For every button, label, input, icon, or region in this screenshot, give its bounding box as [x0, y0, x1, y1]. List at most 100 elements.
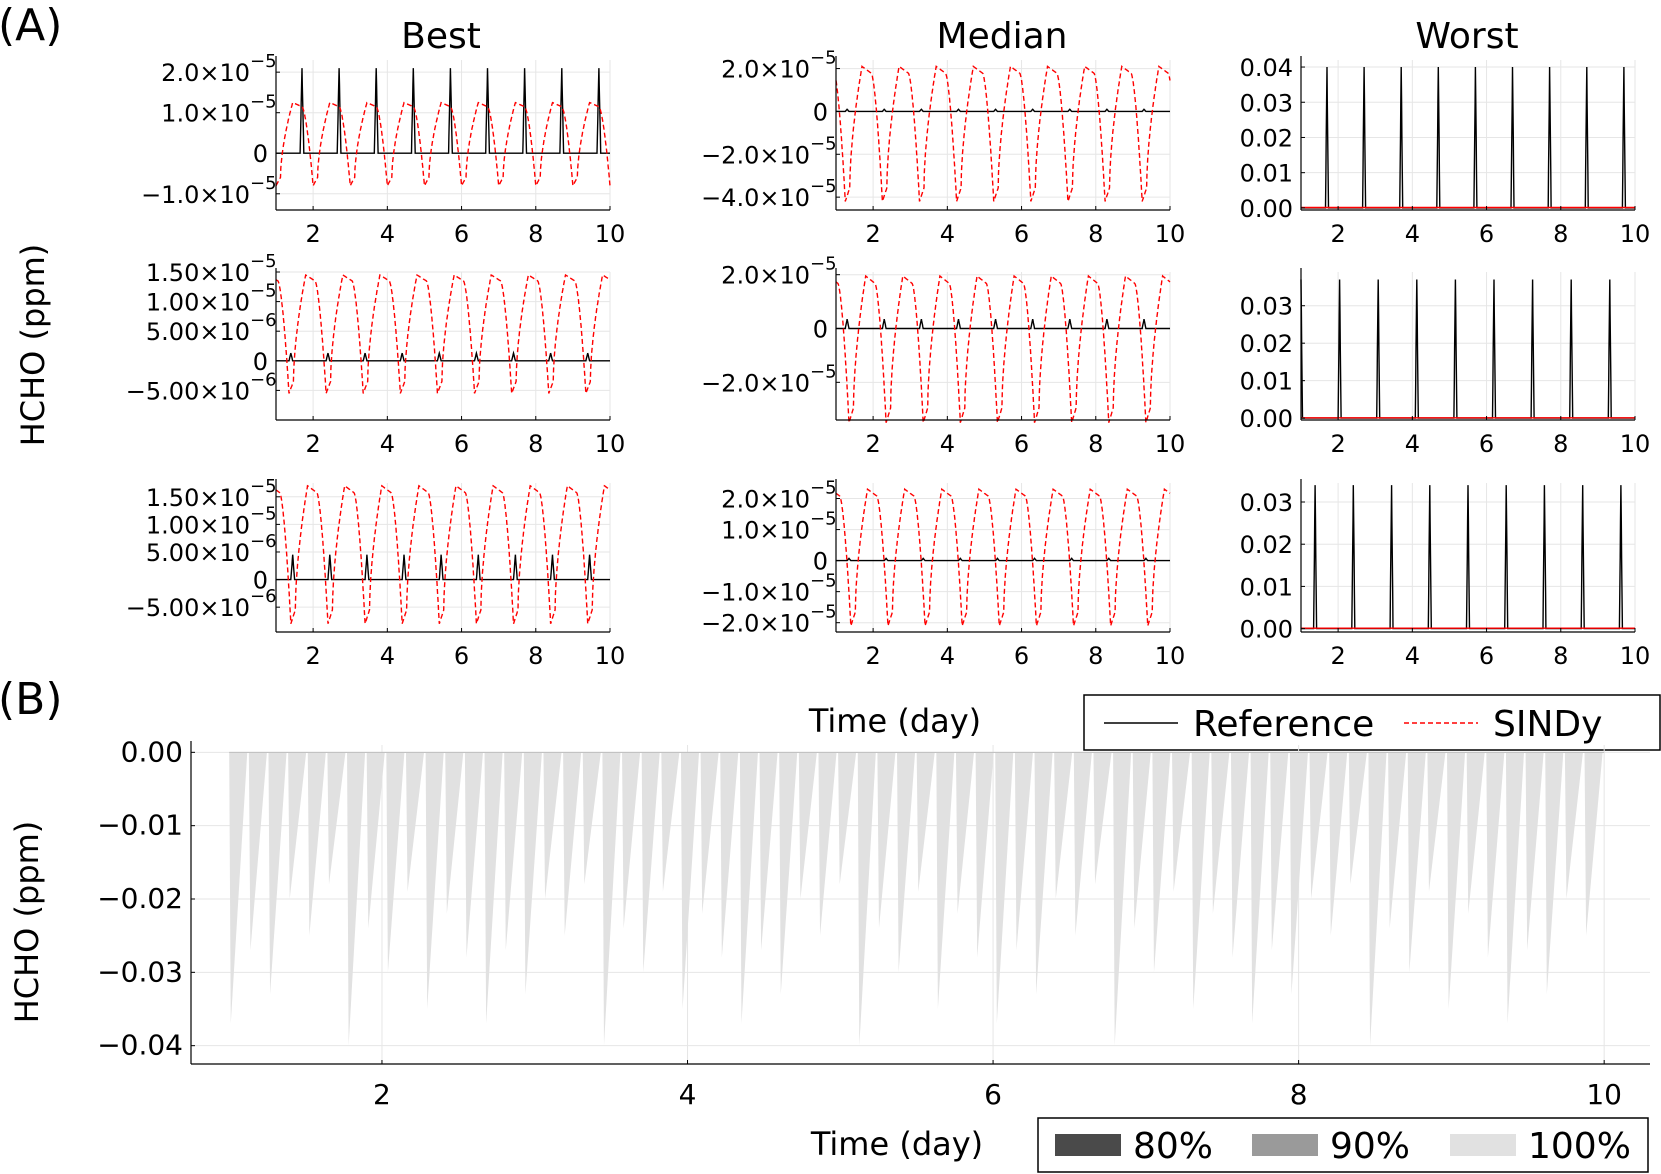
- x-tick-label: 6: [1479, 642, 1494, 670]
- x-tick-label: 8: [1088, 430, 1103, 458]
- x-tick-label: 2: [373, 1078, 391, 1111]
- panel-b-label: (B): [0, 674, 63, 725]
- x-tick-label: 6: [454, 220, 469, 248]
- x-tick-label: 4: [1405, 430, 1420, 458]
- y-tick-label: 2.0×10: [721, 262, 810, 290]
- x-tick-label: 10: [1155, 220, 1186, 248]
- y-tick-exponent: −6: [250, 369, 277, 390]
- x-tick-label: 6: [454, 642, 469, 670]
- series-reference: [836, 318, 1170, 330]
- panel-a-legend: Reference SINDy: [1083, 694, 1661, 751]
- x-tick-label: 2: [865, 642, 880, 670]
- x-tick-label: 2: [1330, 220, 1345, 248]
- y-tick-exponent: −5: [810, 254, 837, 275]
- y-tick-label: −2.0×10: [701, 141, 810, 169]
- x-tick-label: 8: [528, 642, 543, 670]
- column-title-median: Median: [937, 16, 1068, 57]
- x-tick-label: 2: [1330, 642, 1345, 670]
- series-reference: [836, 557, 1170, 562]
- legend-sindy-label: SINDy: [1493, 704, 1602, 745]
- x-tick-label: 10: [1620, 430, 1651, 458]
- x-tick-label: 4: [380, 430, 395, 458]
- x-tick-label: 2: [305, 220, 320, 248]
- y-tick-label: −0.01: [97, 809, 183, 842]
- series-reference: [1300, 279, 1635, 419]
- panel-a-ylabel: HCHO (ppm): [14, 244, 52, 447]
- y-tick-label: 0.02: [1240, 330, 1293, 358]
- plot-worst-1: 2 4 6 8 10 0.04 0.03 0.02 0.01 0.00: [1240, 54, 1651, 248]
- y-tick-label: 5.00×10: [146, 539, 250, 567]
- x-tick-label: 10: [1155, 642, 1186, 670]
- x-tick-label: 8: [1088, 220, 1103, 248]
- y-tick-label: 0.00: [121, 735, 183, 768]
- chart-panels: 2 4 6 8 102.0×10 −51.0×10 −50−1.0×10 −52 4 6 8 102.…: [97, 48, 1650, 1111]
- y-tick-exponent: −5: [810, 478, 837, 499]
- y-tick-exponent: −5: [810, 361, 837, 382]
- y-tick-exponent: −5: [810, 176, 837, 197]
- y-tick-label: −1.0×10: [701, 579, 810, 607]
- y-tick-label: 1.00×10: [146, 289, 250, 317]
- x-tick-label: 2: [865, 220, 880, 248]
- plot-best-3: 2 4 6 8 101.50×10 −51.00×10 −55.00×10 −60−5.00×…: [126, 476, 625, 670]
- x-tick-label: 10: [1155, 430, 1186, 458]
- y-tick-exponent: −5: [250, 51, 277, 72]
- y-tick-label: 2.0×10: [721, 56, 810, 84]
- y-tick-exponent: −5: [810, 571, 837, 592]
- x-tick-label: 8: [528, 430, 543, 458]
- y-tick-exponent: −5: [250, 251, 277, 272]
- y-tick-label: −2.0×10: [701, 610, 810, 638]
- legend-90-swatch: [1252, 1134, 1318, 1156]
- series-reference: [276, 554, 610, 581]
- panel-b-xlabel: Time (day): [810, 1125, 983, 1163]
- y-tick-label: 1.00×10: [146, 511, 250, 539]
- y-tick-label: 0.04: [1240, 54, 1293, 82]
- x-tick-label: 8: [1088, 642, 1103, 670]
- y-tick-label: 0: [813, 98, 828, 126]
- x-tick-label: 2: [305, 642, 320, 670]
- y-tick-label: −5.00×10: [126, 377, 250, 405]
- x-tick-label: 6: [1479, 220, 1494, 248]
- panel-b-legend: 80% 90% 100%: [1037, 1117, 1649, 1173]
- x-tick-label: 2: [1330, 430, 1345, 458]
- series-reference: [1301, 485, 1635, 630]
- x-tick-label: 6: [1479, 430, 1494, 458]
- y-tick-label: 0: [253, 140, 268, 168]
- legend-100-label: 100%: [1528, 1126, 1631, 1167]
- plot-median-1: 2 4 6 8 102.0×10 −50−2.0×10 −5−4.0×10 −5: [701, 48, 1185, 248]
- y-tick-label: 0.03: [1240, 293, 1293, 321]
- y-tick-exponent: −5: [810, 509, 837, 530]
- y-tick-exponent: −6: [250, 310, 277, 331]
- y-tick-label: −4.0×10: [701, 184, 810, 212]
- y-tick-exponent: −5: [250, 503, 277, 524]
- y-tick-label: 0: [813, 548, 828, 576]
- x-tick-label: 8: [1290, 1078, 1308, 1111]
- plot-best-1: 2 4 6 8 102.0×10 −51.0×10 −50−1.0×10 −5: [141, 51, 625, 248]
- series-sindy: [275, 484, 611, 624]
- series-reference: [836, 108, 1170, 113]
- legend-reference-label: Reference: [1193, 704, 1374, 745]
- x-tick-label: 4: [380, 220, 395, 248]
- y-tick-label: 0: [813, 316, 828, 344]
- series-reference: [276, 68, 610, 154]
- legend-b-box: [1037, 1117, 1649, 1173]
- y-tick-label: 0: [253, 567, 268, 595]
- x-tick-label: 10: [1620, 220, 1651, 248]
- panel-b-ylabel: HCHO (ppm): [8, 821, 46, 1024]
- y-tick-label: 0.00: [1240, 405, 1293, 433]
- x-tick-label: 2: [865, 430, 880, 458]
- x-tick-label: 10: [595, 220, 626, 248]
- y-tick-label: 0.02: [1240, 124, 1293, 152]
- legend-80-label: 80%: [1133, 1126, 1213, 1167]
- y-tick-label: 0.03: [1240, 89, 1293, 117]
- y-tick-label: 0: [253, 348, 268, 376]
- y-tick-label: 2.0×10: [721, 486, 810, 514]
- y-tick-label: −1.0×10: [141, 181, 250, 209]
- legend-80-swatch: [1055, 1134, 1121, 1156]
- y-tick-label: 0.00: [1240, 195, 1293, 223]
- y-tick-label: −5.00×10: [126, 594, 250, 622]
- plot-median-2: 2 4 6 8 102.0×10 −50−2.0×10 −5: [701, 254, 1185, 458]
- y-tick-exponent: −6: [250, 531, 277, 552]
- x-tick-label: 4: [940, 642, 955, 670]
- x-tick-label: 6: [1014, 430, 1029, 458]
